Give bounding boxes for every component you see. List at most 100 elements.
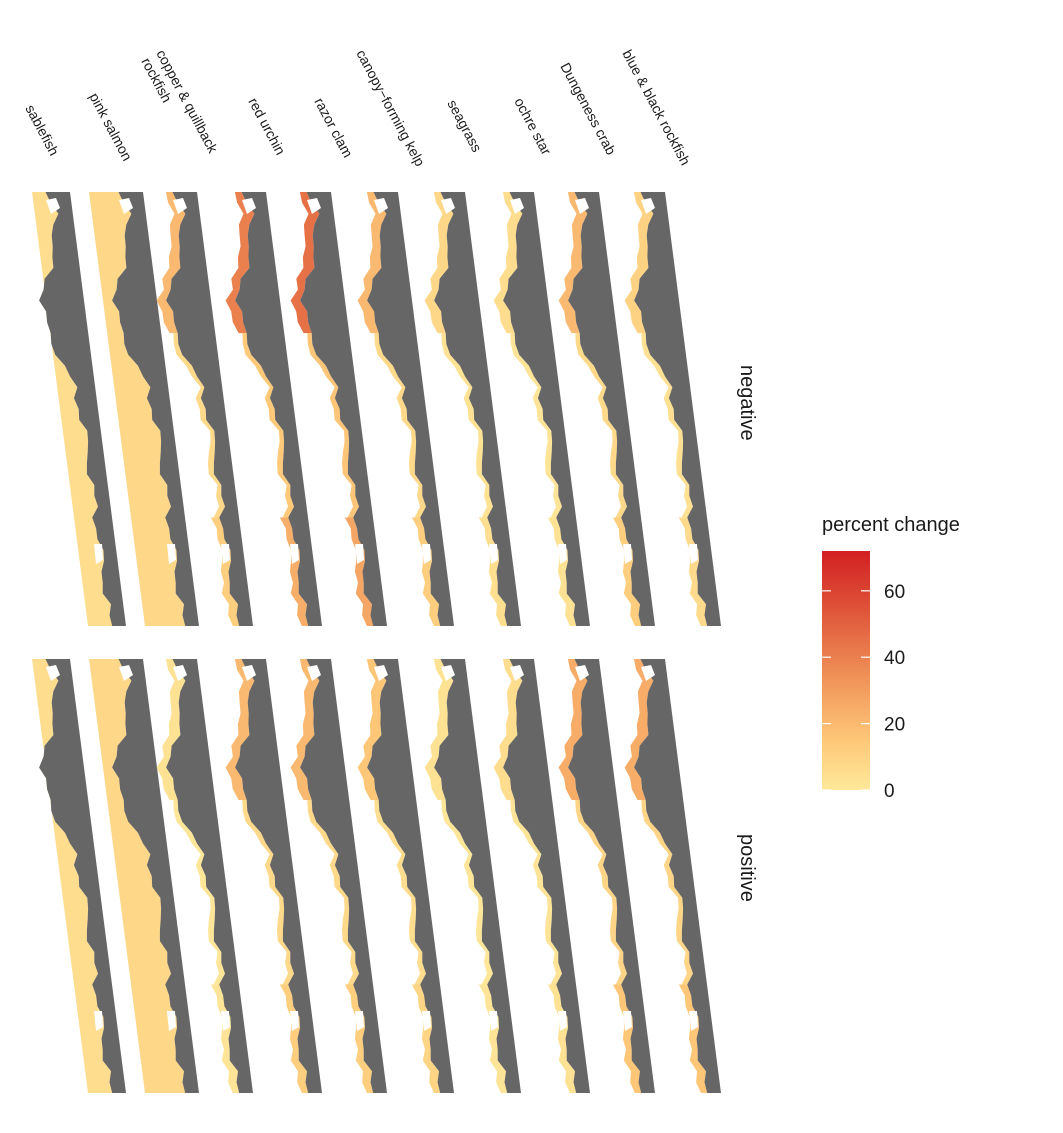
land-mass	[39, 192, 126, 626]
inlet-notch	[46, 665, 60, 681]
column-label-red-urchin: red urchin	[245, 95, 288, 157]
inlet-notch	[374, 198, 388, 214]
inlet-notch	[489, 1011, 498, 1031]
coastal-cell-fill	[678, 984, 708, 1093]
legend-colorbar	[822, 551, 870, 790]
coastal-cell-fill	[478, 517, 508, 626]
column-label-seagrass: seagrass	[444, 97, 485, 155]
inlet-notch	[290, 544, 299, 564]
column-label-razor-clam: razor clam	[311, 95, 356, 160]
coastal-cell-fill	[242, 800, 294, 985]
inlet-notch	[623, 544, 632, 564]
coastal-cell-fill	[411, 517, 441, 626]
coastal-cell-fill	[641, 333, 693, 518]
inlet-notch	[641, 198, 655, 214]
coastal-cell-fill	[424, 659, 454, 800]
map-panel-positive-razor-clam	[290, 659, 387, 1093]
inlet-notch	[510, 198, 524, 214]
inlet-notch	[242, 665, 256, 681]
coastal-cell-fill	[624, 192, 654, 334]
coastal-cell-fill	[307, 800, 359, 985]
inlet-notch	[119, 198, 133, 214]
column-label-pink-salmon: pink salmon	[86, 90, 135, 163]
map-panel-positive-seagrass	[424, 659, 521, 1093]
map-panel-negative-ochre-star	[493, 192, 590, 626]
coastal-cell-fill	[612, 984, 642, 1093]
map-panel-negative-pink-salmon	[89, 192, 199, 626]
inlet-notch	[441, 665, 455, 681]
inlet-notch	[489, 544, 498, 564]
coastal-cell-fill	[374, 333, 426, 518]
column-label-line: pink salmon	[86, 90, 135, 163]
coastal-cell-fill	[441, 800, 493, 985]
coastal-cell-fill	[357, 192, 387, 334]
map-panel-positive-pink-salmon	[89, 659, 199, 1093]
ocean-cell-fill	[32, 192, 113, 626]
coastal-cell-fill	[424, 192, 454, 334]
map-panel-negative-seagrass	[424, 192, 521, 626]
legend-tick-label: 40	[884, 648, 905, 669]
column-label-line: razor clam	[311, 95, 356, 160]
coastal-cell-fill	[242, 333, 294, 518]
coastal-cell-fill	[547, 517, 577, 626]
land-mass	[568, 192, 655, 626]
column-label-copper-quillback-rockfish: copper & quillbackrockfish	[138, 47, 221, 164]
coastal-cell-fill	[173, 333, 225, 518]
column-label-dungeness-crab: Dungeness crab	[557, 60, 619, 158]
coastal-cell-fill	[210, 517, 240, 626]
inlet-notch	[242, 198, 256, 214]
ocean-cell-fill	[89, 659, 186, 1093]
column-label-line: ochre star	[511, 95, 555, 158]
coastal-cell-fill	[575, 800, 627, 985]
column-label-ochre-star: ochre star	[511, 95, 555, 158]
land-mass	[434, 192, 521, 626]
map-panel-positive-red-urchin	[225, 659, 322, 1093]
legend-tick-label: 0	[884, 781, 895, 802]
coastal-cell-fill	[547, 984, 577, 1093]
inlet-notch	[167, 544, 176, 564]
map-panel-positive-sablefish	[32, 659, 126, 1093]
row-labels: negative positive	[736, 365, 758, 902]
coastal-cell-fill	[493, 659, 523, 800]
column-label-line: canopy−forming kelp	[353, 47, 428, 169]
coastal-cell-fill	[575, 333, 627, 518]
legend-tick-label: 20	[884, 715, 905, 736]
inlet-notch	[422, 1011, 431, 1031]
coastal-cell-fill	[290, 192, 320, 334]
map-panel-positive-dungeness-crab	[558, 659, 655, 1093]
inlet-notch	[689, 1011, 698, 1031]
map-panel-negative-red-urchin	[225, 192, 322, 626]
coastal-cell-fill	[307, 333, 359, 518]
coastal-cell-fill	[156, 659, 186, 800]
inlet-notch	[558, 1011, 567, 1031]
map-panel-negative-sablefish	[32, 192, 126, 626]
column-label-line: red urchin	[245, 95, 288, 157]
coastal-cell-fill	[612, 517, 642, 626]
inlet-notch	[422, 544, 431, 564]
land-mass	[503, 192, 590, 626]
row-label-positive: positive	[736, 834, 758, 902]
map-panel-positive-copper-quillback-rockfish	[156, 659, 253, 1093]
land-mass	[434, 659, 521, 1093]
inlet-notch	[221, 544, 230, 564]
column-label-canopy-forming-kelp: canopy−forming kelp	[353, 47, 428, 169]
coastal-cell-fill	[156, 192, 186, 334]
land-mass	[367, 659, 454, 1093]
map-panel-negative-razor-clam	[290, 192, 387, 626]
inlet-notch	[575, 665, 589, 681]
inlet-notch	[173, 198, 187, 214]
coastal-cell-fill	[225, 192, 255, 334]
inlet-notch	[173, 665, 187, 681]
coastal-cell-fill	[478, 984, 508, 1093]
land-mass	[166, 192, 253, 626]
coastal-cell-fill	[225, 659, 255, 800]
land-mass	[166, 659, 253, 1093]
coastal-cell-fill	[279, 517, 309, 626]
inlet-notch	[641, 665, 655, 681]
map-panel-negative-dungeness-crab	[558, 192, 655, 626]
map-panels	[32, 192, 721, 1093]
coastal-cell-fill	[411, 984, 441, 1093]
ocean-cell-fill	[89, 192, 186, 626]
inlet-notch	[119, 665, 133, 681]
inlet-notch	[307, 198, 321, 214]
